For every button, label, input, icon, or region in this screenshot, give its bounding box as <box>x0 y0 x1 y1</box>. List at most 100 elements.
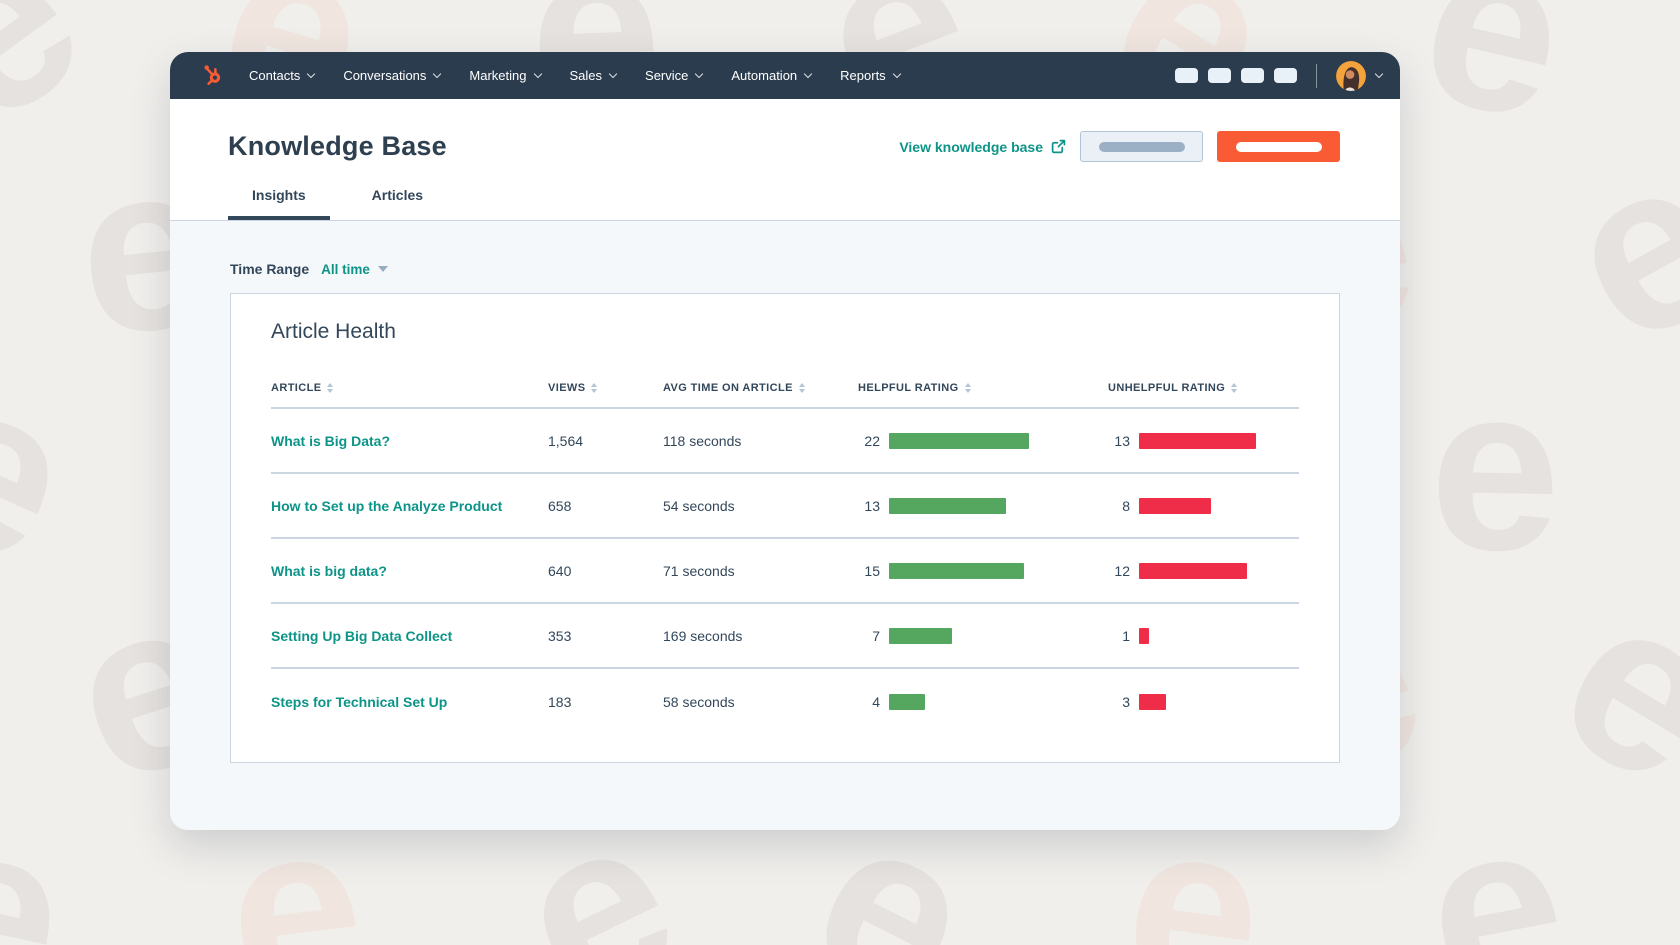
article-health-card: Article Health ARTICLE VIEWS AVG TIME ON A… <box>230 293 1340 763</box>
unhelpful-rating-value: 8 <box>1122 497 1130 514</box>
avg-time-value: 169 seconds <box>663 627 743 644</box>
avg-time-value: 58 seconds <box>663 693 735 710</box>
top-navbar: Contacts Conversations Marketing Sales Servi… <box>170 52 1400 99</box>
helpful-rating-value: 22 <box>864 432 880 449</box>
views-value: 353 <box>548 627 572 644</box>
nav-item-contacts[interactable]: Contacts <box>249 68 316 83</box>
table-row: How to Set up the Analyze Product 658 54 s… <box>271 474 1299 539</box>
unhelpful-rating-cell: 13 <box>1108 432 1299 449</box>
article-link[interactable]: Setting Up Big Data Collect <box>271 627 453 644</box>
helpful-rating-cell: 7 <box>858 627 1108 644</box>
nav-item-label: Reports <box>840 68 886 83</box>
chevron-down-icon <box>803 69 813 79</box>
article-link[interactable]: What is Big Data? <box>271 432 391 449</box>
nav-item-label: Contacts <box>249 68 301 83</box>
unhelpful-rating-bar <box>1139 627 1149 644</box>
unhelpful-rating-value: 12 <box>1114 562 1130 579</box>
table-header-row: ARTICLE VIEWS AVG TIME ON ARTICLE HELPFUL R… <box>271 382 1299 409</box>
card-title: Article Health <box>271 320 396 343</box>
user-avatar[interactable] <box>1336 60 1366 91</box>
sort-icon <box>1231 383 1238 393</box>
unhelpful-rating-bar <box>1139 562 1247 579</box>
chevron-down-icon <box>695 69 704 79</box>
unhelpful-rating-value: 1 <box>1122 627 1130 644</box>
view-knowledge-base-link[interactable]: View knowledge base <box>899 139 1066 155</box>
nav-item-automation[interactable]: Automation <box>731 68 813 83</box>
navbar-right <box>1175 60 1384 91</box>
unhelpful-rating-cell: 12 <box>1108 562 1299 579</box>
header-actions: View knowledge base <box>899 131 1340 162</box>
avg-time-value: 54 seconds <box>663 497 735 514</box>
helpful-rating-bar <box>889 627 952 644</box>
nav-icon-placeholder-4[interactable] <box>1274 68 1297 83</box>
nav-item-marketing[interactable]: Marketing <box>469 68 542 83</box>
nav-icon-placeholder-1[interactable] <box>1175 68 1198 83</box>
nav-item-conversations[interactable]: Conversations <box>343 68 442 83</box>
main-menu: Contacts Conversations Marketing Sales Servi… <box>249 68 901 83</box>
column-header-unhelpful-rating[interactable]: UNHELPFUL RATING <box>1108 382 1299 394</box>
time-range-label: Time Range <box>230 261 310 277</box>
view-knowledge-base-label: View knowledge base <box>899 138 1043 155</box>
time-range-dropdown[interactable]: All time <box>321 262 388 277</box>
table-body: What is Big Data? 1,564 118 seconds 22 13 How… <box>271 409 1299 734</box>
chevron-down-icon <box>892 69 901 79</box>
views-value: 658 <box>548 497 572 514</box>
background-pattern-glyph: e <box>0 765 87 945</box>
primary-button[interactable] <box>1217 131 1340 162</box>
tab-articles[interactable]: Articles <box>371 187 424 203</box>
tab-insights[interactable]: Insights <box>228 187 330 220</box>
unhelpful-rating-cell: 3 <box>1108 693 1299 710</box>
nav-item-label: Marketing <box>469 68 527 83</box>
column-header-views[interactable]: VIEWS <box>548 382 663 394</box>
nav-item-service[interactable]: Service <box>645 68 704 83</box>
chevron-down-icon <box>533 69 542 79</box>
helpful-rating-value: 15 <box>864 562 880 579</box>
helpful-rating-value: 4 <box>872 693 880 710</box>
caret-down-icon <box>377 266 388 272</box>
hubspot-logo-icon[interactable] <box>198 62 225 89</box>
time-range-value: All time <box>321 261 370 277</box>
column-header-article[interactable]: ARTICLE <box>271 382 548 394</box>
column-header-label: HELPFUL RATING <box>858 382 959 394</box>
sort-icon <box>327 383 334 393</box>
background-pattern-glyph: e <box>0 320 109 615</box>
views-value: 640 <box>548 562 572 579</box>
views-value: 1,564 <box>548 432 584 449</box>
unhelpful-rating-value: 13 <box>1114 432 1130 449</box>
nav-divider <box>1316 63 1317 88</box>
chevron-down-icon <box>608 69 618 79</box>
redacted-button-label <box>1235 141 1322 152</box>
table-row: What is big data? 640 71 seconds 15 12 <box>271 539 1299 604</box>
nav-item-reports[interactable]: Reports <box>840 68 901 83</box>
column-header-avg-time-on-article[interactable]: AVG TIME ON ARTICLE <box>663 382 858 394</box>
page-header: Knowledge Base View knowledge base <box>170 99 1400 221</box>
nav-item-sales[interactable]: Sales <box>569 68 618 83</box>
table-row: Steps for Technical Set Up 183 58 seconds 4… <box>271 669 1299 734</box>
nav-icon-placeholder-3[interactable] <box>1241 68 1264 83</box>
column-header-label: UNHELPFUL RATING <box>1108 382 1226 394</box>
sort-icon <box>591 383 598 393</box>
article-link[interactable]: How to Set up the Analyze Product <box>271 497 503 514</box>
column-header-helpful-rating[interactable]: HELPFUL RATING <box>858 382 1108 394</box>
avg-time-value: 118 seconds <box>663 432 742 449</box>
helpful-rating-cell: 15 <box>858 562 1108 579</box>
redacted-button-label <box>1098 141 1185 152</box>
external-link-icon <box>1051 139 1066 154</box>
chevron-down-icon[interactable] <box>1374 69 1384 79</box>
column-header-label: AVG TIME ON ARTICLE <box>663 382 793 394</box>
time-range-filter: Time Range All time <box>230 261 1340 277</box>
nav-icon-placeholder-2[interactable] <box>1208 68 1231 83</box>
column-header-label: ARTICLE <box>271 382 322 394</box>
nav-item-label: Sales <box>569 68 603 83</box>
secondary-button[interactable] <box>1080 131 1203 162</box>
article-link[interactable]: What is big data? <box>271 562 387 579</box>
helpful-rating-bar <box>889 562 1024 579</box>
tab-bar: Insights Articles <box>228 187 1340 220</box>
unhelpful-rating-bar <box>1139 693 1166 710</box>
article-link[interactable]: Steps for Technical Set Up <box>271 693 448 710</box>
table-row: What is Big Data? 1,564 118 seconds 22 13 <box>271 409 1299 474</box>
chevron-down-icon <box>307 69 316 79</box>
nav-item-label: Service <box>645 68 689 83</box>
helpful-rating-bar <box>889 693 925 710</box>
helpful-rating-cell: 13 <box>858 497 1108 514</box>
